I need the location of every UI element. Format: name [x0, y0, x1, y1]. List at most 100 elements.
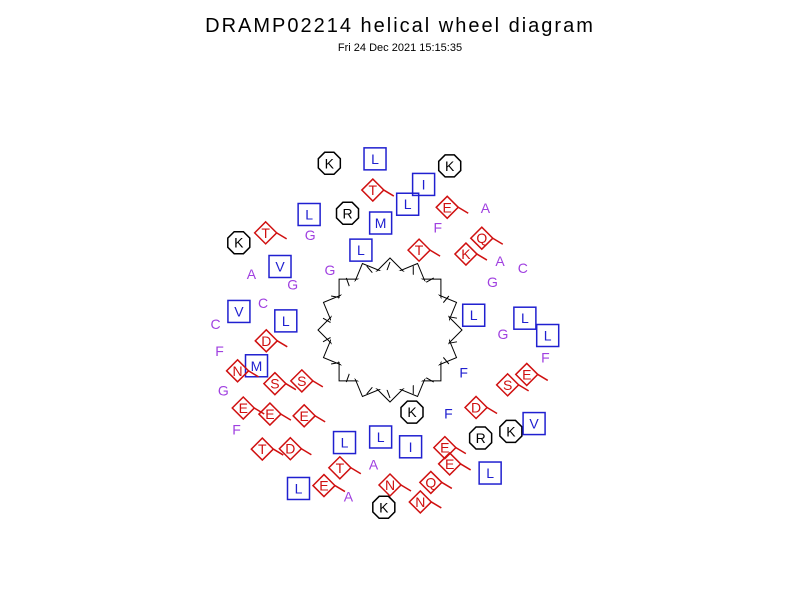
residue-letter: S — [297, 373, 306, 389]
residue: Q — [420, 471, 452, 493]
residue-letter: N — [415, 494, 425, 510]
residue-letter: V — [529, 416, 539, 432]
residue: L — [334, 432, 356, 454]
residue: D — [279, 438, 311, 460]
residue: C — [258, 295, 268, 311]
residue-letter: D — [471, 399, 481, 415]
residue: G — [497, 326, 508, 342]
residue-letter: C — [258, 295, 268, 311]
residue: K — [500, 420, 522, 442]
residue: K — [228, 232, 250, 254]
residue: D — [255, 330, 287, 352]
residue-letter: C — [518, 260, 528, 276]
residue: F — [541, 349, 550, 365]
residue: I — [413, 173, 435, 195]
residue: A — [495, 253, 505, 269]
residue-letter: I — [422, 176, 426, 192]
residue: S — [291, 370, 323, 392]
residue: R — [470, 427, 492, 449]
residue-letter: D — [261, 333, 271, 349]
residue-letter: T — [261, 225, 270, 241]
residue: V — [269, 256, 291, 278]
residue: R — [337, 202, 359, 224]
residue: G — [487, 274, 498, 290]
residue-letter: G — [218, 383, 229, 399]
residue: F — [433, 220, 442, 236]
residue-letter: F — [459, 365, 468, 381]
residue-letter: Q — [476, 230, 487, 246]
residue-letter: F — [215, 343, 224, 359]
residue-letter: E — [319, 478, 328, 494]
residue: F — [215, 343, 224, 359]
residue-letter: T — [336, 460, 345, 476]
residue: K — [439, 155, 461, 177]
residue: S — [264, 373, 296, 395]
residue-letter: F — [232, 422, 241, 438]
residue-letter: T — [415, 242, 424, 258]
residue: G — [305, 227, 316, 243]
residue-letter: E — [445, 456, 454, 472]
residue: L — [298, 203, 320, 225]
residue-letter: F — [541, 349, 550, 365]
residue-letter: K — [461, 246, 471, 262]
residue-letter: L — [404, 196, 412, 212]
residue: T — [362, 179, 394, 201]
residue-letter: L — [295, 480, 303, 496]
residue: K — [455, 243, 487, 265]
residue-letter: K — [234, 235, 244, 251]
residue-letter: R — [342, 205, 352, 221]
residue-letter: L — [305, 206, 313, 222]
residue: V — [228, 300, 250, 322]
residue: L — [397, 193, 419, 215]
residue-letter: E — [440, 440, 449, 456]
residue-letter: G — [497, 326, 508, 342]
residue: E — [436, 196, 468, 218]
residue: K — [373, 496, 395, 518]
residue: L — [514, 307, 536, 329]
residue-letter: Q — [425, 474, 436, 490]
residue-letter: F — [433, 220, 442, 236]
residue-letter: L — [341, 435, 349, 451]
residue-letter: S — [270, 376, 279, 392]
residue: F — [459, 365, 468, 381]
residue-letter: M — [375, 215, 387, 231]
residue-letter: E — [265, 406, 274, 422]
residue-letter: A — [247, 266, 257, 282]
residue-letter: L — [282, 313, 290, 329]
residue: K — [318, 152, 340, 174]
residue: G — [218, 383, 229, 399]
residue-letter: K — [506, 423, 516, 439]
residue-letter: V — [275, 259, 285, 275]
residue-letter: L — [371, 151, 379, 167]
residue-letter: E — [239, 400, 248, 416]
residue-letter: K — [379, 499, 389, 515]
residue: F — [232, 422, 241, 438]
residue: Q — [471, 227, 503, 249]
residue-letter: K — [325, 155, 335, 171]
residue-letter: E — [443, 199, 452, 215]
residue-letter: M — [251, 358, 263, 374]
residue: C — [518, 260, 528, 276]
residue-letter: G — [324, 262, 335, 278]
residue-letter: A — [369, 456, 379, 472]
residue-letter: A — [481, 200, 491, 216]
residue: L — [537, 325, 559, 347]
residue: N — [379, 474, 411, 496]
residue-letter: L — [377, 429, 385, 445]
residue-letter: L — [357, 242, 365, 258]
residue-letter: K — [445, 158, 455, 174]
residue-letter: G — [487, 274, 498, 290]
residue: L — [479, 462, 501, 484]
residue: M — [370, 212, 392, 234]
residue: T — [255, 222, 287, 244]
residue: V — [523, 413, 545, 435]
residue: A — [247, 266, 257, 282]
residue: N — [409, 491, 441, 513]
residue: E — [516, 363, 548, 385]
residue-letter: L — [521, 310, 529, 326]
residue: G — [324, 262, 335, 278]
residue: A — [369, 456, 379, 472]
residue-letter: G — [287, 277, 298, 293]
residue: L — [350, 239, 372, 261]
residue-letter: T — [258, 441, 267, 457]
